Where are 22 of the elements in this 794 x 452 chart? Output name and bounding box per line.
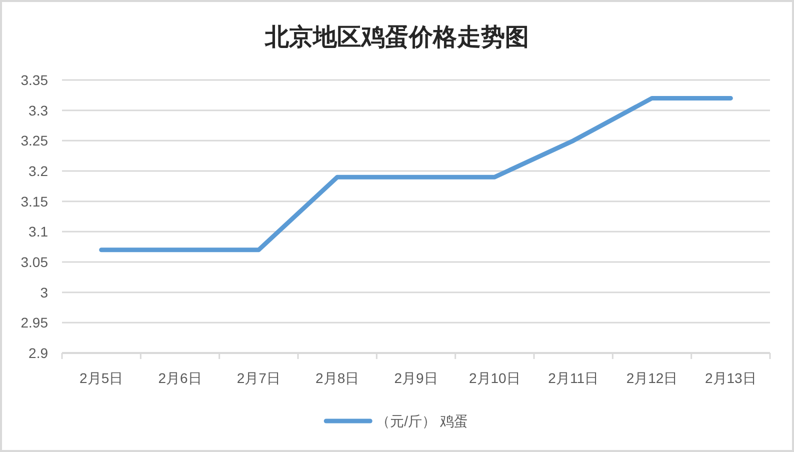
x-tick-label: 2月7日 bbox=[236, 370, 280, 386]
y-tick-label: 3.3 bbox=[28, 102, 48, 118]
x-tick-label: 2月8日 bbox=[316, 370, 360, 386]
y-tick-label: 3.35 bbox=[20, 72, 48, 88]
y-tick-label: 3.2 bbox=[28, 163, 48, 179]
x-tick-label: 2月10日 bbox=[468, 370, 520, 386]
y-tick-label: 3.1 bbox=[28, 224, 48, 240]
x-tick-label: 2月13日 bbox=[704, 370, 756, 386]
y-tick-label: 2.9 bbox=[28, 345, 48, 361]
x-tick-label: 2月6日 bbox=[158, 370, 202, 386]
chart-title: 北京地区鸡蛋价格走势图 bbox=[264, 24, 529, 51]
y-tick-label: 3.15 bbox=[20, 193, 48, 210]
x-tick-label: 2月5日 bbox=[80, 370, 124, 386]
y-tick-label: 3 bbox=[40, 284, 48, 300]
x-tick-label: 2月12日 bbox=[626, 370, 678, 386]
y-tick-label: 2.95 bbox=[20, 314, 48, 331]
x-tick-label: 2月11日 bbox=[548, 370, 598, 386]
legend-label: （元/斤） 鸡蛋 bbox=[376, 413, 468, 429]
y-tick-label: 3.25 bbox=[20, 132, 48, 149]
line-series bbox=[99, 96, 733, 252]
y-tick-label: 3.05 bbox=[20, 254, 48, 270]
x-tick-label: 2月9日 bbox=[394, 370, 438, 386]
